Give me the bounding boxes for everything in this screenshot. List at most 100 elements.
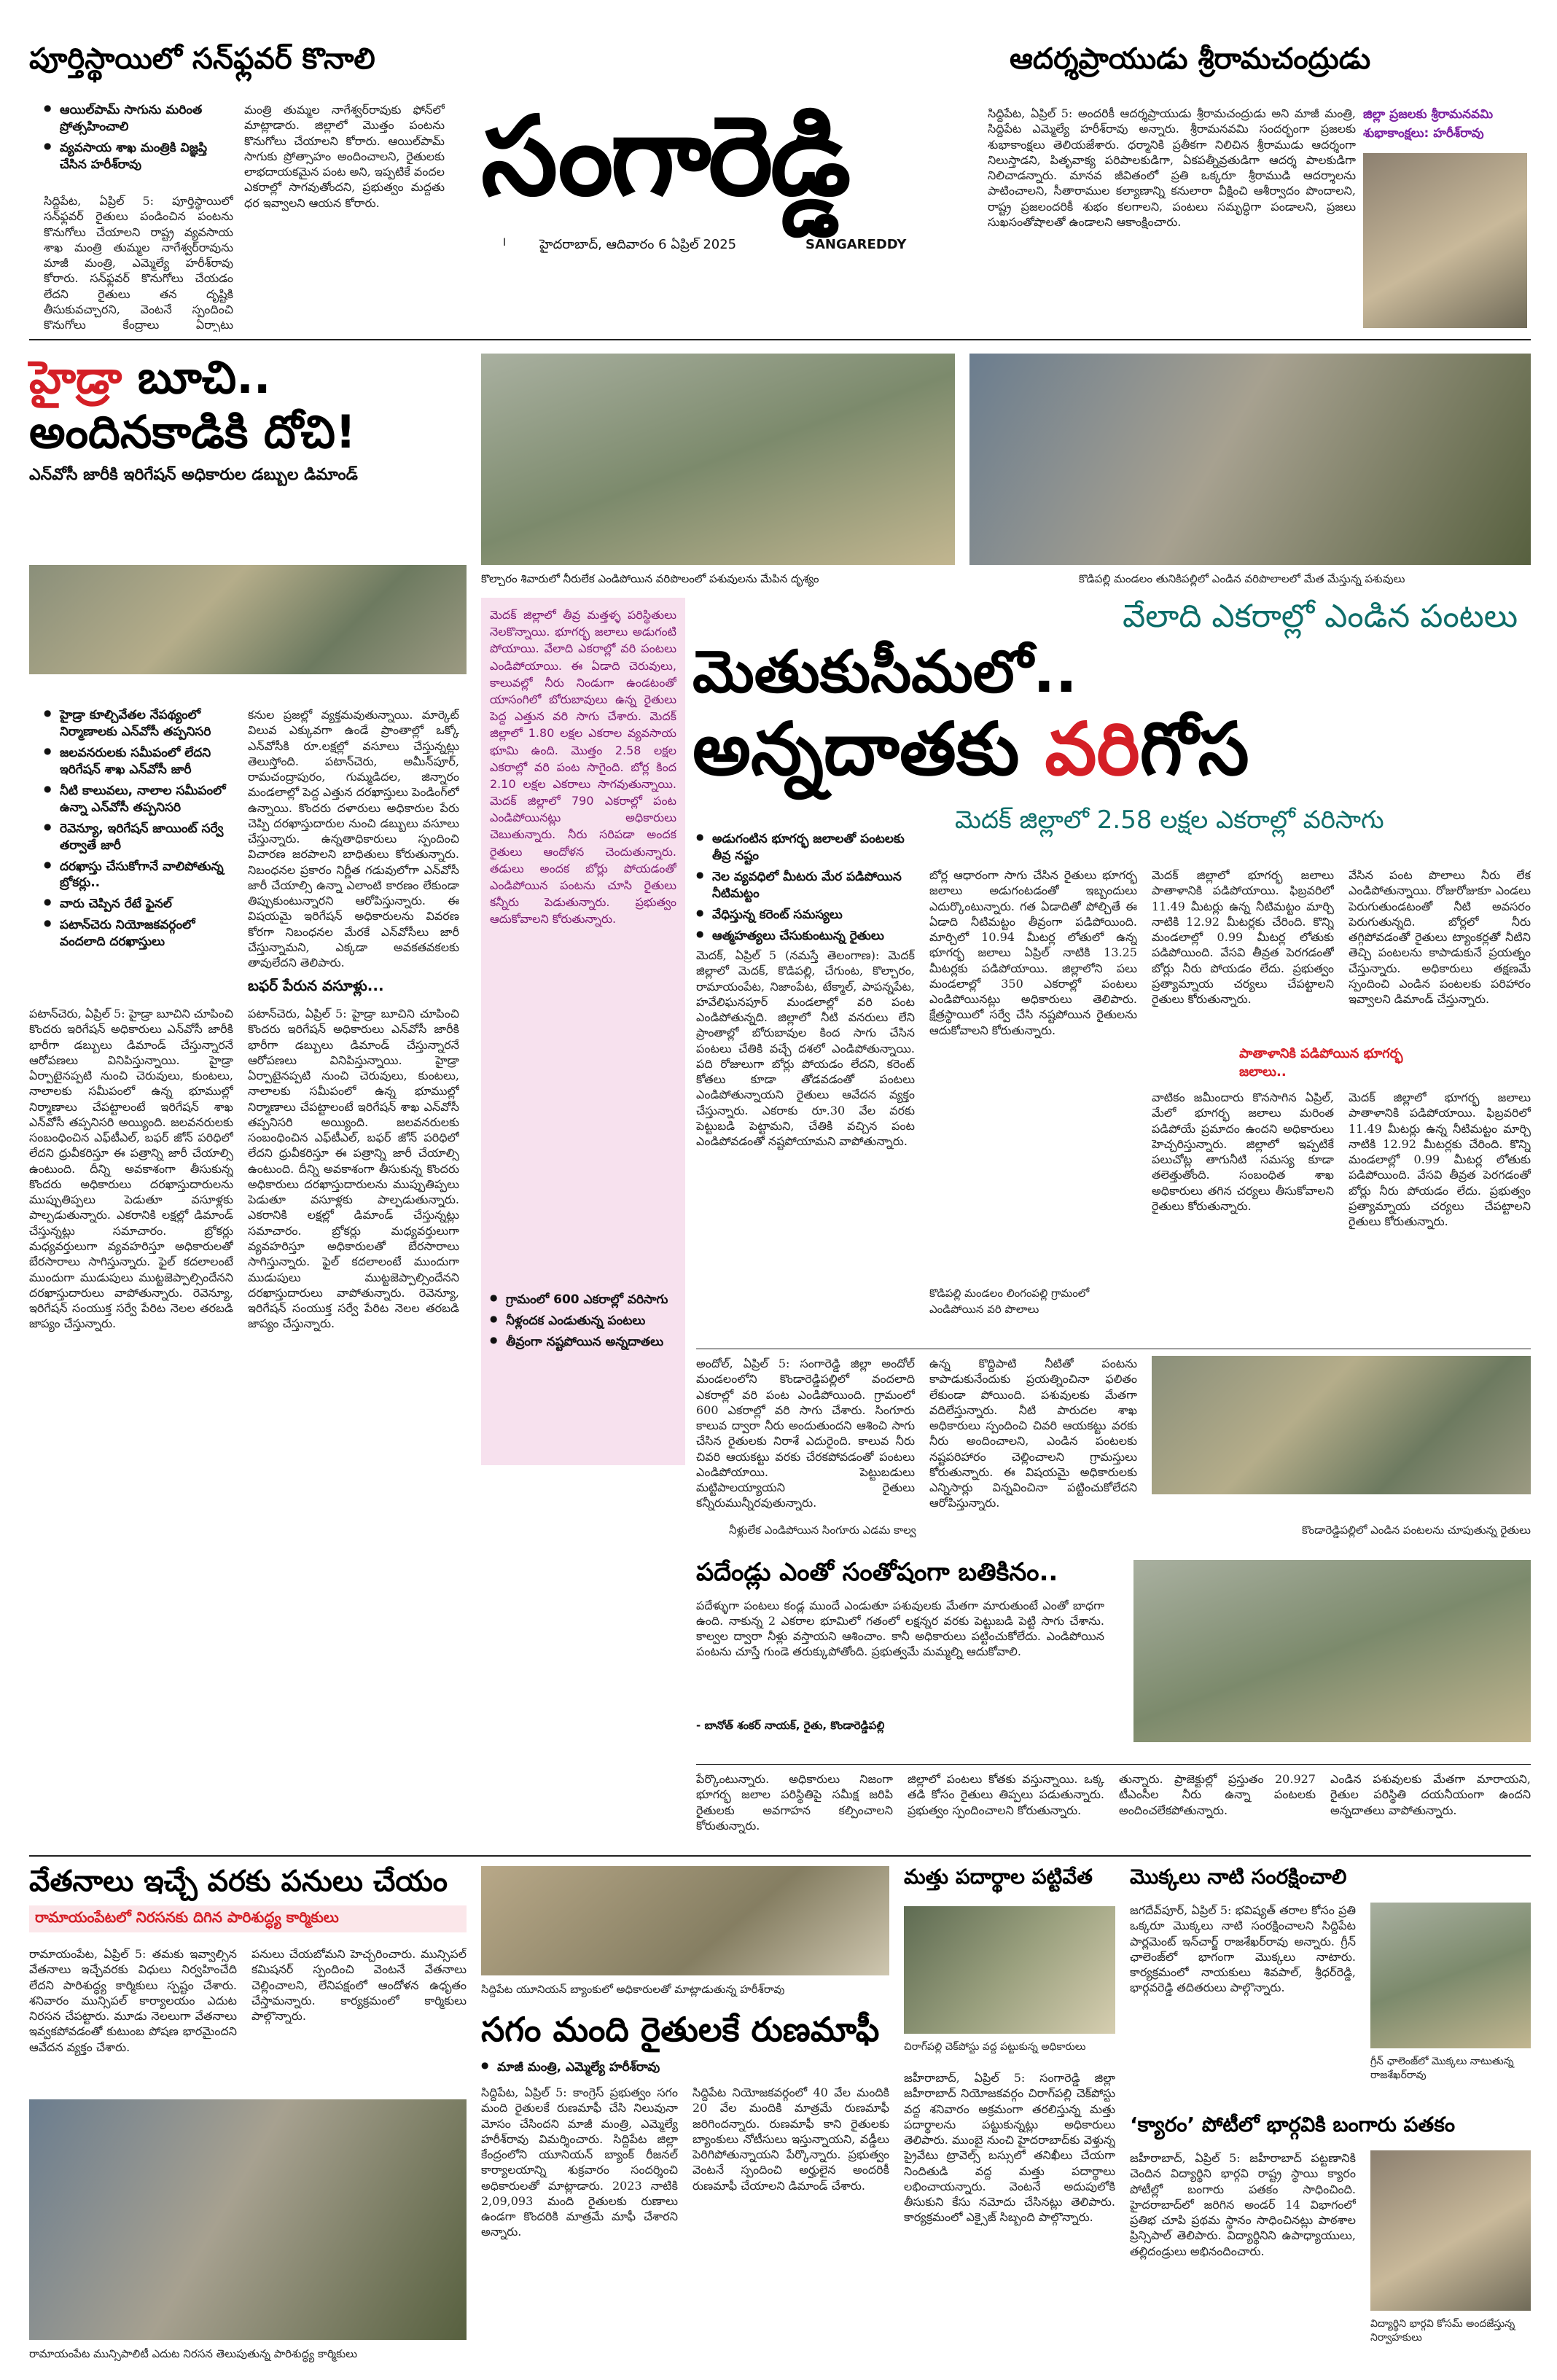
lead-head2: అన్నదాతకు వరిగోస bbox=[692, 711, 1249, 787]
lead-body-d: వేసిన పంట పొలాలు నీరు లేక ఎండిపోతున్నాయి… bbox=[1349, 868, 1531, 1007]
lead-body-c: మెదక్ జిల్లాలో భూగర్భ జలాలు పాతాళానికి ప… bbox=[1152, 868, 1334, 1007]
masthead-roman-title: SANGAREDDY bbox=[805, 237, 907, 252]
hydra-story: హైడ్రా బూచి.. అందినకాడికి దోచి! ఎన్‌వోసీ… bbox=[29, 354, 467, 1848]
hydra-col1: పటాన్‌చెరు, ఏప్రిల్ 5: హైడ్రా బూచిని చూప… bbox=[29, 1007, 233, 1331]
lead-body-a: మెదక్, ఏప్రిల్ 5 (నమస్తే తెలంగాణ): మెదక్… bbox=[696, 948, 915, 1149]
plants-body: జగదేవ్‌పూర్, ఏప్రిల్ 5: భవిష్యత్ తరాల కో… bbox=[1130, 1903, 1356, 1995]
ram-story: ఆదర్శప్రాయుడు శ్రీరామచంద్రుడు సిద్దిపేట,… bbox=[988, 44, 1531, 332]
hydra-bullet: రెవెన్యూ, ఇరిగేషన్ జాయింట్ సర్వే తర్వాతే… bbox=[44, 821, 226, 854]
hydra-subhead: ఎన్‌వోసీ జారీకి ఇరిగేషన్ అధికారుల డబ్బుల… bbox=[29, 466, 358, 485]
hydra-line2: అందినకాడికి దోచి! bbox=[29, 405, 356, 459]
loan-body-left: సిద్దిపేట, ఏప్రిల్ 5: కాంగ్రెస్ ప్రభుత్వ… bbox=[481, 2086, 678, 2239]
lead-box-bullets: గ్రామంలో 600 ఎకరాల్లో వరిసాగు నీళ్లందక ఎ… bbox=[490, 1292, 676, 1351]
hydra-bullet: జలవనరులకు సమీపంలో లేదని ఇరిగేషన్ శాఖ ఎన్… bbox=[44, 745, 226, 779]
quote-headline: పదేండ్లు ఎంతో సంతోషంగా బతికినం.. bbox=[696, 1558, 1058, 1587]
lead-quote-caption: నీళ్లులేక ఎండిపోయిన సింగూరు ఎడమ కాల్వ bbox=[729, 1523, 916, 1537]
drugs-story: మత్తు పదార్థాల పట్టివేత చిరాగ్‌పల్లి చెక… bbox=[904, 1866, 1115, 2369]
wages-body-left: రామాయంపేట, ఏప్రిల్ 5: తమకు ఇవ్వాల్సిన వే… bbox=[29, 1947, 237, 2054]
lead-pink-text: మెదక్ జిల్లాలో తీవ్ర మత్తళ్ళ పరిస్థితులు… bbox=[490, 608, 676, 926]
loan-story: సిద్దిపేట యూనియన్ బ్యాంకులో అధికారులతో మ… bbox=[481, 1866, 889, 2369]
lead-bottom-divider bbox=[696, 1764, 1531, 1765]
lead-red-subhead: పాతాళానికి పడిపోయిన భూగర్భ జలాలు.. bbox=[1239, 1046, 1403, 1080]
lead-bullet: ఆత్మహత్యలు చేసుకుంటున్న రైతులు bbox=[696, 928, 915, 945]
lead-box-bullet: తీవ్రంగా నష్టపోయిన అన్నదాతలు bbox=[490, 1334, 676, 1351]
wages-red-subhead: రామాయంపేటలో నిరసనకు దిగిన పారిశుద్ధ్య కా… bbox=[29, 1905, 467, 1932]
hydra-line1-rest: బూచి.. bbox=[122, 351, 271, 404]
quote-side-photo bbox=[1133, 1560, 1531, 1742]
sunflower-bullets: ఆయిల్‌పామ్ సాగును మరింత ప్రోత్సహించాలి వ… bbox=[44, 102, 233, 178]
lead-head2-c: గోస bbox=[1139, 706, 1249, 792]
lead-subhead: మెదక్ జిల్లాలో 2.58 లక్షల ఎకరాల్లో వరిసా… bbox=[955, 805, 1384, 835]
andole-photo bbox=[1152, 1356, 1531, 1494]
lead-body-e2: మెదక్ జిల్లాలో భూగర్భ జలాలు పాతాళానికి ప… bbox=[1349, 1090, 1531, 1229]
plants-headline: మొక్కలు నాటి సంరక్షించాలి bbox=[1130, 1865, 1347, 1889]
plants-story: మొక్కలు నాటి సంరక్షించాలి జగదేవ్‌పూర్, ఏ… bbox=[1130, 1866, 1531, 2107]
bottom-divider bbox=[29, 1855, 1531, 1857]
lead-mid-caption: కొడిపల్లి మండలం లింగంపల్లి గ్రామంలో ఎండి… bbox=[929, 1287, 1090, 1316]
ram-headline: ఆదర్శప్రాయుడు శ్రీరామచంద్రుడు bbox=[1010, 42, 1371, 76]
lead-head1: మెతుకుసీమలో.. bbox=[692, 638, 1077, 706]
lead-caption-right: కొడిపల్లి మండలం తునికిపల్లిలో ఎండిన వరిప… bbox=[1079, 572, 1405, 585]
lead-bottom-b: జిల్లాలో పంటలు కోతకు వస్తున్నాయి. ఒక్క త… bbox=[908, 1772, 1104, 1817]
carrom-photo bbox=[1370, 2150, 1531, 2311]
sunflower-body-right: మంత్రి తుమ్మల నాగేశ్వర్‌రావుకు ఫోన్‌లో మ… bbox=[244, 103, 445, 210]
sunflower-body-left: సిద్దిపేట, ఏప్రిల్ 5: పూర్తిస్థాయిలో సన్… bbox=[44, 194, 233, 332]
lead-bullet: నెల వ్యవధిలో మీటరు మేర పడిపోయిన నీటిమట్ట… bbox=[696, 869, 915, 902]
lead-photo-caption: కొండారెడ్డిపల్లిలో ఎండిన పంటలను చూపుతున్… bbox=[1302, 1523, 1531, 1537]
ram-body: సిద్దిపేట, ఏప్రిల్ 5: అందరికీ ఆదర్శప్రాయ… bbox=[988, 106, 1356, 229]
lead-bullet: అడుగంటిన భూగర్భ జలాలతో పంటలకు తీవ్ర నష్ట… bbox=[696, 831, 915, 865]
quote-body: పదేళ్ళుగా పంటలు కండ్ల ముందే ఎండుతూ పశువు… bbox=[696, 1598, 1104, 1659]
lead-caption-left: కొల్చారం శివారులో నీరులేక ఎండిపోయిన వరిప… bbox=[481, 572, 819, 585]
loan-bullet-wrap: మాజీ మంత్రి, ఎమ్మెల్యే హరీశ్‌రావు bbox=[481, 2059, 700, 2080]
drugs-body: జహీరాబాద్, ఏప్రిల్ 5: సంగారెడ్డి జిల్లా … bbox=[904, 2071, 1115, 2225]
lead-photo-left bbox=[481, 354, 955, 565]
carrom-headline: ‘క్యారం’ పోటీలో భార్గవికి బంగారు పతకం bbox=[1130, 2112, 1456, 2137]
lead-head2-a: అన్నదాతకు bbox=[692, 706, 1045, 792]
carrom-caption: విద్యార్థిని భార్గవి కోసమ్ అందజేస్తున్న … bbox=[1370, 2318, 1515, 2344]
hydra-col2-a: కనుల ప్రజల్లో వ్యక్తమవుతున్నాయి. మార్కెట… bbox=[248, 708, 459, 969]
loan-caption: సిద్దిపేట యూనియన్ బ్యాంకులో అధికారులతో మ… bbox=[481, 1983, 785, 1996]
hydra-bullet: దరఖాస్తు చేసుకోగానే వాలిపోతున్న బ్రోకర్ల… bbox=[44, 859, 226, 892]
masthead: సంగారెడ్డి I హైదరాబాద్, ఆదివారం 6 ఏప్రిల… bbox=[481, 102, 955, 284]
lead-box-bullet: నీళ్లందక ఎండుతున్న పంటలు bbox=[490, 1313, 676, 1330]
lead-bottom-d: ఎండిన పశువులకు మేతగా మారాయని, రైతుల పరిస… bbox=[1330, 1772, 1531, 1817]
hydra-line1: హైడ్రా బూచి.. bbox=[29, 354, 467, 401]
lead-bottom-a: పేర్కొంటున్నారు. అధికారులు నిజంగా భూగర్భ… bbox=[696, 1772, 893, 1833]
sunflower-story: పూర్తిస్థాయిలో సన్‌ఫ్లవర్ కొనాలి ఆయిల్‌ప… bbox=[29, 44, 445, 332]
masthead-dateline: హైదరాబాద్, ఆదివారం 6 ఏప్రిల్ 2025 bbox=[539, 237, 737, 252]
hydra-bullet: వారు చెప్పిన రేటే ఫైనల్ bbox=[44, 896, 226, 913]
drugs-caption: చిరాగ్‌పల్లి చెక్‌పోస్టు వద్ద పట్టుకున్న… bbox=[904, 2041, 1086, 2053]
sunflower-bullet: వ్యవసాయ శాఖ మంత్రికి విజ్ఞప్తి చేసిన హరీ… bbox=[44, 140, 233, 173]
quote-attribution: - బానోత్ శంకర్ నాయక్, రైతు, కొండారెడ్డిప… bbox=[696, 1718, 885, 1732]
lead-head2-b: వరి bbox=[1045, 706, 1140, 792]
wages-headline: వేతనాలు ఇచ్చే వరకు పనులు చేయం bbox=[29, 1865, 448, 1898]
drugs-photo bbox=[904, 1906, 1115, 2034]
drugs-headline: మత్తు పదార్థాల పట్టివేత bbox=[904, 1865, 1093, 1889]
wages-body-right: పనులు చేయబోమని హెచ్చరించారు. మున్సిపల్ క… bbox=[251, 1947, 467, 2024]
lead-box-bullet: గ్రామంలో 600 ఎకరాల్లో వరిసాగు bbox=[490, 1292, 676, 1308]
plants-photo bbox=[1370, 1903, 1531, 2048]
lead-bullets: అడుగంటిన భూగర్భ జలాలతో పంటలకు తీవ్ర నష్ట… bbox=[696, 831, 915, 949]
ram-side-label: జిల్లా ప్రజలకు శ్రీరామనవమి శుభాకాంక్షలు:… bbox=[1363, 107, 1494, 141]
lead-bottom-c: తున్నారు. ప్రాజెక్టుల్లో ప్రస్తుతం 20.92… bbox=[1119, 1772, 1316, 1817]
hydra-bullet: నీటి కాలువలు, నాలాల సమీపంలో ఉన్నా ఎన్‌వో… bbox=[44, 783, 226, 816]
lead-kicker: వేలాది ఎకరాల్లో ఎండిన పంటలు bbox=[1123, 598, 1518, 635]
lead-pink-box: మెదక్ జిల్లాలో తీవ్ర మత్తళ్ళ పరిస్థితులు… bbox=[481, 598, 685, 1465]
hydra-bullet: హైడ్రా కూల్చివేతల నేపథ్యంలో నిర్మాణాలకు … bbox=[44, 707, 226, 741]
lead-body-b: బోర్ల ఆధారంగా సాగు చేసిన రైతులు భూగర్భ జ… bbox=[929, 868, 1137, 1037]
hydra-bullets: హైడ్రా కూల్చివేతల నేపథ్యంలో నిర్మాణాలకు … bbox=[44, 707, 226, 955]
wages-caption: రామాయంపేట మున్సిపాలిటీ ఎదుట నిరసన తెలుపు… bbox=[29, 2347, 358, 2360]
masthead-page-no: I bbox=[503, 237, 507, 249]
masthead-title: సంగారెడ్డి bbox=[481, 93, 851, 220]
hydra-col2-b: పటాన్‌చెరు, ఏప్రిల్ 5: హైడ్రా బూచిని చూప… bbox=[248, 1007, 459, 1331]
loan-headline: సగం మంది రైతులకే రుణమాఫీ bbox=[481, 2010, 880, 2049]
hydra-bullet: పటాన్‌చెరు నియోజకవర్గంలో వందలాది దరఖాస్త… bbox=[44, 917, 226, 951]
andole-col1: అందోల్, ఏప్రిల్ 5: సంగారెడ్డి జిల్లా అంద… bbox=[696, 1357, 915, 1510]
top-divider bbox=[29, 339, 1531, 340]
andole-col2: ఉన్న కొద్దిపాటి నీటితో పంటను కాపాడుకునేం… bbox=[929, 1357, 1137, 1510]
lead-body-e1: వాటికం జమీందారు కొనసాగిన ఏప్రిల్, మేలో భ… bbox=[1152, 1090, 1334, 1213]
sunflower-headline: పూర్తిస్థాయిలో సన్‌ఫ్లవర్ కొనాలి bbox=[29, 42, 375, 76]
hydra-photo bbox=[29, 565, 467, 674]
lead-photo-right bbox=[969, 354, 1531, 565]
loan-bullet: మాజీ మంత్రి, ఎమ్మెల్యే హరీశ్‌రావు bbox=[481, 2059, 700, 2076]
